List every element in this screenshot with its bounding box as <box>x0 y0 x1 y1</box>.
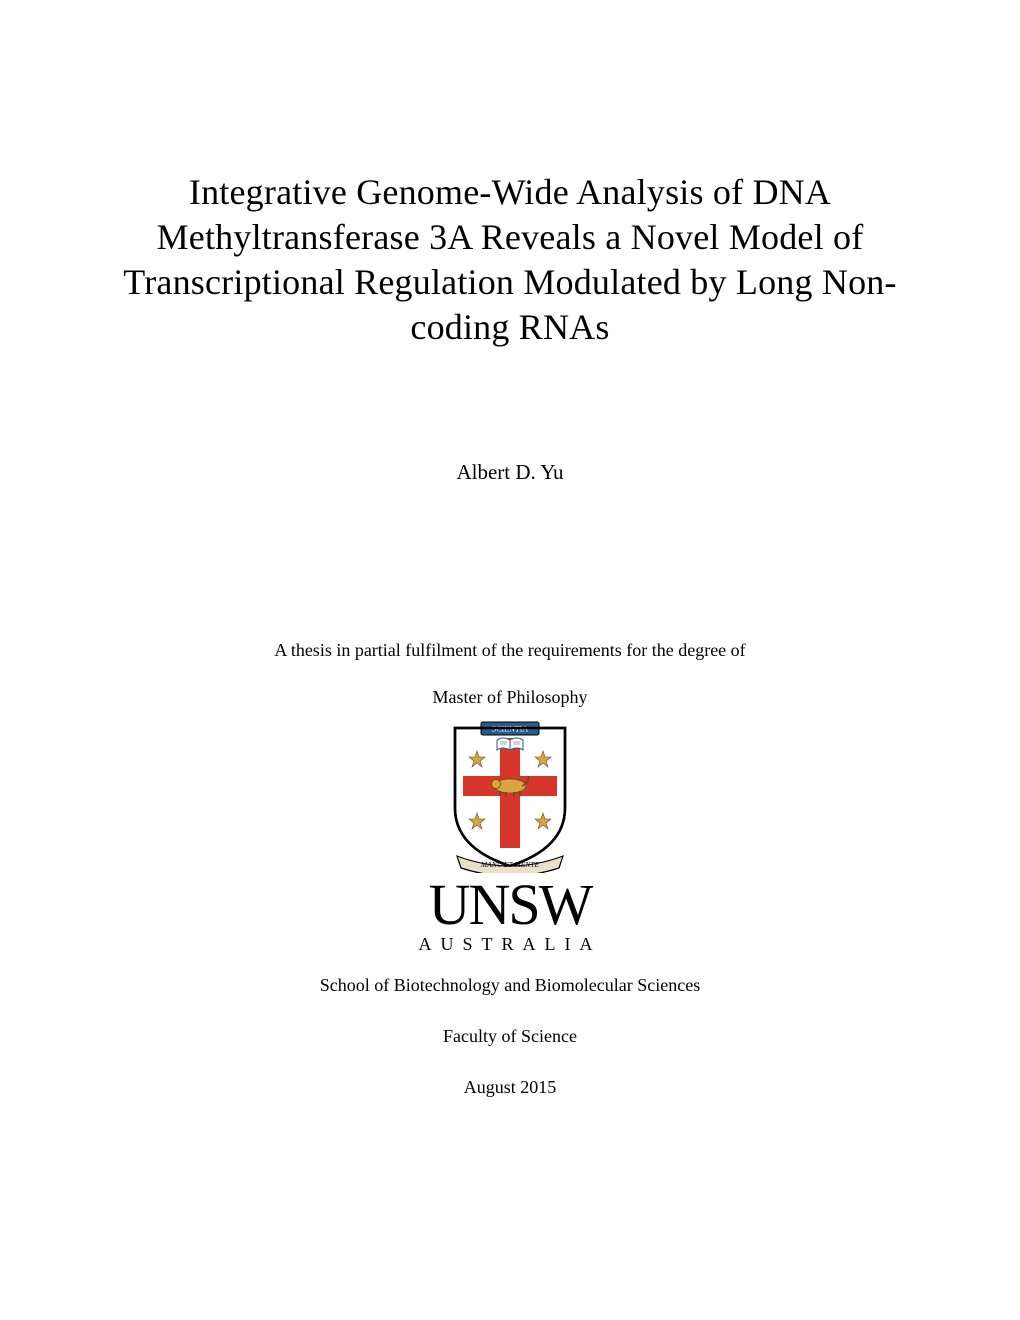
thesis-title-block: Integrative Genome-Wide Analysis of DNA … <box>110 170 910 350</box>
thesis-title: Integrative Genome-Wide Analysis of DNA … <box>110 170 910 350</box>
university-logo: SCIENTIA <box>110 718 910 955</box>
fulfilment-statement: A thesis in partial fulfilment of the re… <box>110 640 910 661</box>
school-name: School of Biotechnology and Biomolecular… <box>110 975 910 996</box>
unsw-crest-icon: SCIENTIA <box>445 718 575 873</box>
unsw-wordmark: UNSW AUSTRALIA <box>419 877 602 955</box>
crest-motto-text: MANU ET MENTE <box>480 860 540 869</box>
wordmark-main: UNSW <box>419 877 602 932</box>
faculty-name: Faculty of Science <box>110 1026 910 1047</box>
author-name: Albert D. Yu <box>110 460 910 485</box>
wordmark-sub: AUSTRALIA <box>419 934 602 955</box>
degree-name: Master of Philosophy <box>110 687 910 708</box>
submission-date: August 2015 <box>110 1077 910 1098</box>
